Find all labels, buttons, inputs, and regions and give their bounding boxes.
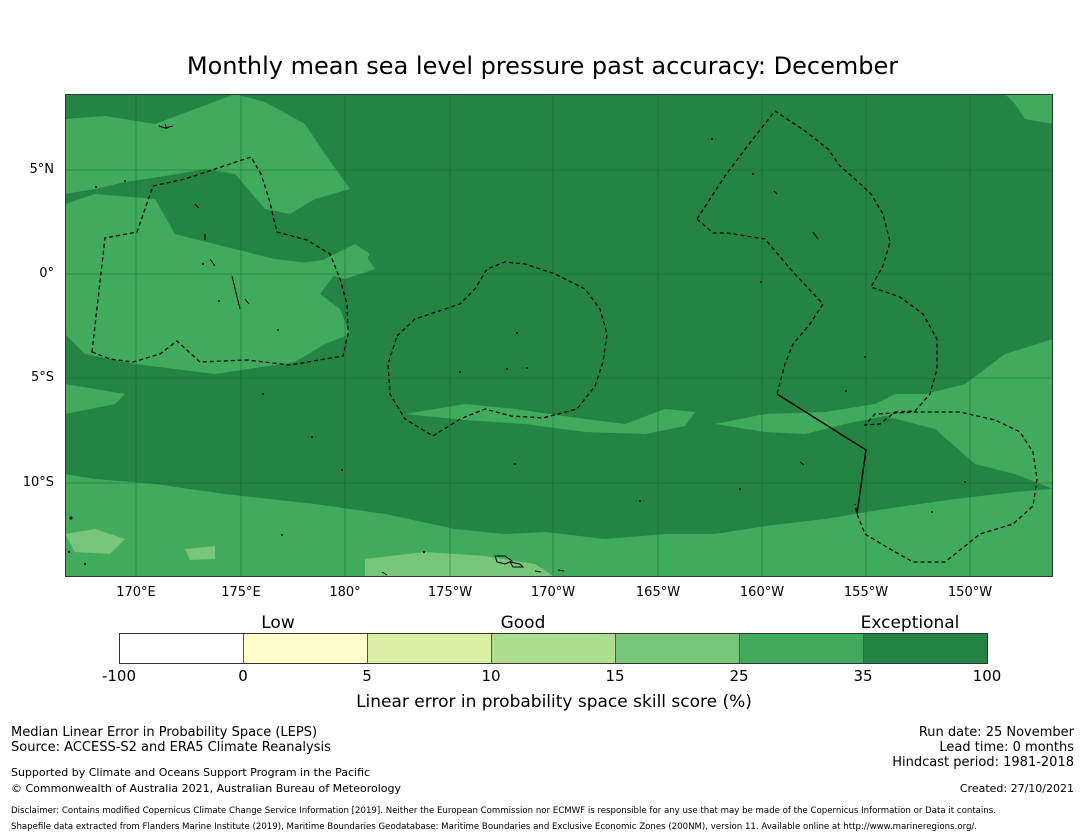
legend-category-low: Low <box>261 613 295 633</box>
colorbar-segment <box>368 634 492 663</box>
skill-region-15-25 <box>65 529 555 577</box>
lon-label-180: 180° <box>329 585 361 600</box>
footer-support: Supported by Climate and Oceans Support … <box>11 766 371 779</box>
lat-label-10s: 10°S <box>22 475 54 490</box>
colorbar-segment <box>864 634 987 663</box>
footer-method: Median Linear Error in Probability Space… <box>11 725 318 740</box>
colorbar-title: Linear error in probability space skill … <box>356 692 752 712</box>
lat-label-0: 0° <box>39 266 54 281</box>
lon-label-175w: 175°W <box>427 585 473 600</box>
colorbar-tick: 15 <box>605 667 625 685</box>
colorbar-segment <box>492 634 616 663</box>
footer-copyright: © Commonwealth of Australia 2021, Austra… <box>11 782 401 795</box>
skill-map[interactable] <box>65 94 1053 577</box>
lon-label-170w: 170°W <box>530 585 576 600</box>
skill-region-25-35 <box>65 94 1053 577</box>
colorbar-tick: 10 <box>481 667 501 685</box>
legend-category-exceptional: Exceptional <box>860 613 960 633</box>
colorbar-tick: 0 <box>238 667 248 685</box>
lead-time: Lead time: 0 months <box>939 740 1074 755</box>
island-dots <box>67 138 966 566</box>
map-gridlines <box>65 94 1053 577</box>
lon-label-175e: 175°E <box>221 585 261 600</box>
maritime-boundary-line <box>776 393 867 515</box>
disclaimer-shapefile: Shapefile data extracted from Flanders M… <box>11 822 978 832</box>
map-frame <box>65 94 1053 577</box>
colorbar-tick: 25 <box>729 667 749 685</box>
islands <box>158 123 819 576</box>
colorbar <box>119 633 988 664</box>
colorbar-segment <box>616 634 740 663</box>
hindcast-period: Hindcast period: 1981-2018 <box>892 755 1074 770</box>
lon-label-155w: 155°W <box>843 585 889 600</box>
eez-boundaries <box>91 110 1038 563</box>
created-date: Created: 27/10/2021 <box>959 782 1074 795</box>
footer-source: Source: ACCESS-S2 and ERA5 Climate Reana… <box>11 740 331 755</box>
lon-label-150w: 150°W <box>947 585 993 600</box>
colorbar-segment <box>244 634 368 663</box>
colorbar-tick: 5 <box>362 667 372 685</box>
lon-label-160w: 160°W <box>739 585 785 600</box>
lat-label-5s: 5°S <box>30 370 54 385</box>
colorbar-segment <box>120 634 244 663</box>
colorbar-tick: 100 <box>972 667 1002 685</box>
lon-label-170e: 170°E <box>116 585 156 600</box>
run-date: Run date: 25 November <box>918 725 1074 740</box>
colorbar-segment <box>740 634 864 663</box>
colorbar-tick: -100 <box>101 667 137 685</box>
colorbar-tick: 35 <box>853 667 873 685</box>
disclaimer-copernicus: Disclaimer: Contains modified Copernicus… <box>11 806 996 816</box>
chart-title: Monthly mean sea level pressure past acc… <box>186 52 899 80</box>
legend-category-good: Good <box>500 613 546 633</box>
lat-label-5n: 5°N <box>29 162 55 177</box>
lon-label-165w: 165°W <box>635 585 681 600</box>
